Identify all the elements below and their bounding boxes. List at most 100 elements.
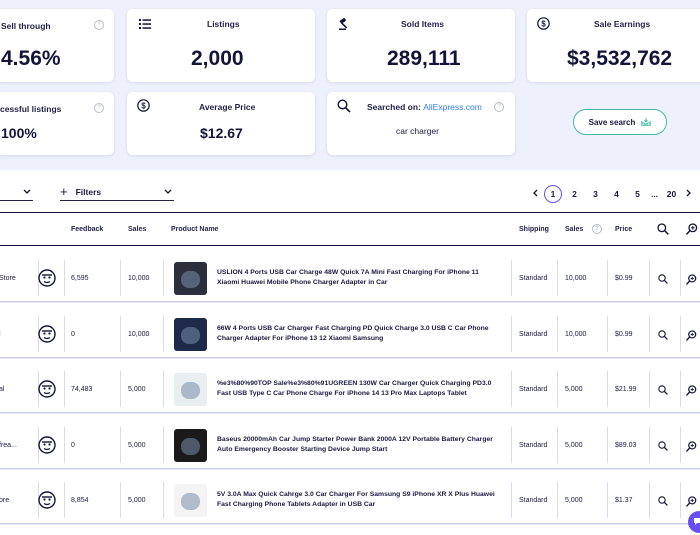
next-page-icon[interactable] (682, 189, 696, 199)
chat-button[interactable] (688, 511, 700, 533)
column-divider (64, 316, 65, 352)
column-divider (511, 316, 512, 352)
store-name[interactable]: frea... (0, 441, 17, 449)
filters-select[interactable]: + Filters (60, 184, 174, 201)
search-icon (337, 99, 351, 113)
stat-value: 2,000 (191, 47, 244, 70)
save-search-button[interactable]: Save search (573, 109, 667, 135)
search-icon[interactable] (658, 330, 668, 340)
price-value: $1.37 (615, 496, 633, 504)
table-row[interactable]: Store 6,595 10,000 USLION 4 Ports USB Ca… (0, 255, 700, 302)
table-row[interactable]: l 0 10,000 66W 4 Ports USB Car Charger F… (0, 311, 700, 358)
stat-label: Sold Items (401, 19, 444, 29)
col-price[interactable]: Price (615, 225, 633, 233)
seller-avatar-icon (38, 380, 56, 398)
table-row[interactable]: frea... 0 5,000 Baseus 20000mAh Car Jump… (0, 422, 700, 469)
column-divider (163, 316, 164, 352)
filter-bar: + Filters (0, 178, 700, 208)
col-sales-2[interactable]: Sales (565, 225, 584, 233)
page-button-3[interactable]: 3 (593, 189, 598, 199)
column-divider (607, 427, 608, 463)
search-icon[interactable] (658, 385, 668, 395)
help-icon[interactable]: ? (592, 224, 602, 234)
page-button-5[interactable]: 5 (635, 189, 640, 199)
table-row[interactable]: ore 8,854 5,000 5V 3.0A Max Quick Cahrge… (0, 477, 700, 524)
help-icon[interactable]: ? (94, 20, 104, 30)
column-divider (557, 316, 558, 352)
product-thumbnail[interactable] (174, 484, 207, 517)
prev-page-icon[interactable] (528, 189, 542, 199)
page-button-1[interactable]: 1 (544, 185, 562, 203)
seller-avatar-icon (38, 491, 56, 509)
help-icon[interactable]: ? (494, 102, 504, 112)
column-divider (120, 260, 121, 296)
stat-label: Sell through (1, 21, 51, 31)
col-sales[interactable]: Sales (128, 225, 147, 233)
sort-select[interactable] (0, 184, 33, 201)
product-thumbnail[interactable] (174, 429, 207, 462)
price-value: $89.03 (615, 441, 637, 449)
store-name[interactable]: l (0, 311, 1, 357)
search-query: car charger (396, 126, 439, 136)
zoom-in-icon[interactable] (686, 223, 698, 235)
col-shipping[interactable]: Shipping (519, 225, 549, 233)
filters-label: Filters (75, 187, 102, 197)
seller-avatar-icon (38, 269, 56, 287)
col-product-name[interactable]: Product Name (171, 225, 219, 233)
column-divider (649, 371, 650, 407)
column-divider (120, 316, 121, 352)
svg-text:$: $ (141, 101, 146, 110)
product-name-link[interactable]: 5V 3.0A Max Quick Cahrge 3.0 Car Charger… (217, 491, 495, 508)
page-ellipsis: ... (650, 189, 659, 199)
search-icon[interactable] (658, 441, 668, 451)
page-button-4[interactable]: 4 (614, 189, 619, 199)
seller-avatar-icon (38, 436, 56, 454)
table-row[interactable]: al 74,483 5,000 %e3%80%90TOP Sale%e3%80%… (0, 366, 700, 413)
stat-card-listings: Listings 2,000 (127, 9, 315, 82)
stat-value: 4.56% (1, 47, 61, 70)
stat-card-average-price: $ Average Price $12.67 (127, 92, 315, 155)
product-name-link[interactable]: USLION 4 Ports USB Car Charge 48W Quick … (217, 269, 479, 286)
source-link[interactable]: AliExpress.com (423, 102, 482, 112)
store-name[interactable]: ore (0, 496, 10, 504)
product-thumbnail-shape (181, 493, 200, 510)
search-icon[interactable] (657, 223, 669, 235)
sales-value: 10,000 (128, 330, 150, 338)
product-thumbnail-shape (181, 327, 200, 344)
product-thumbnail[interactable] (174, 318, 207, 351)
page-button-2[interactable]: 2 (572, 189, 577, 199)
column-divider (680, 427, 681, 463)
column-divider (163, 482, 164, 518)
seller-avatar-icon (38, 325, 56, 343)
column-divider (163, 260, 164, 296)
product-name-link[interactable]: Baseus 20000mAh Car Jump Starter Power B… (217, 436, 493, 453)
stat-card-sale-earnings: $ Sale Earnings $3,532,762 (527, 9, 700, 82)
column-divider (680, 371, 681, 407)
store-name[interactable]: Store (0, 274, 16, 282)
product-thumbnail[interactable] (174, 262, 207, 295)
searched-on-line: Searched on: AliExpress.com (367, 102, 482, 112)
column-divider (120, 427, 121, 463)
product-name-link[interactable]: 66W 4 Ports USB Car Charger Fast Chargin… (217, 325, 489, 342)
col-feedback[interactable]: Feedback (71, 225, 104, 233)
column-divider (511, 371, 512, 407)
pagination: 1 2 3 4 5 ... 20 (528, 185, 696, 203)
stat-label: Sale Earnings (594, 19, 651, 29)
search-icon[interactable] (658, 274, 668, 284)
product-name-link[interactable]: %e3%80%90TOP Sale%e3%80%91UGREEN 130W Ca… (217, 380, 492, 397)
zoom-in-icon[interactable] (686, 385, 697, 396)
zoom-in-icon[interactable] (686, 441, 697, 452)
zoom-in-icon[interactable] (686, 274, 697, 285)
feedback-value: 6,595 (71, 274, 89, 282)
store-name[interactable]: al (0, 385, 5, 393)
zoom-in-icon[interactable] (686, 330, 697, 341)
zoom-in-icon[interactable] (686, 496, 697, 507)
price-value: $21.99 (615, 385, 637, 393)
stat-value: $3,532,762 (567, 47, 673, 70)
help-icon[interactable]: ? (94, 103, 104, 113)
search-icon[interactable] (658, 496, 668, 506)
column-divider (511, 482, 512, 518)
page-button-last[interactable]: 20 (666, 189, 677, 199)
sales-value: 5,000 (128, 385, 146, 393)
product-thumbnail[interactable] (174, 373, 207, 406)
